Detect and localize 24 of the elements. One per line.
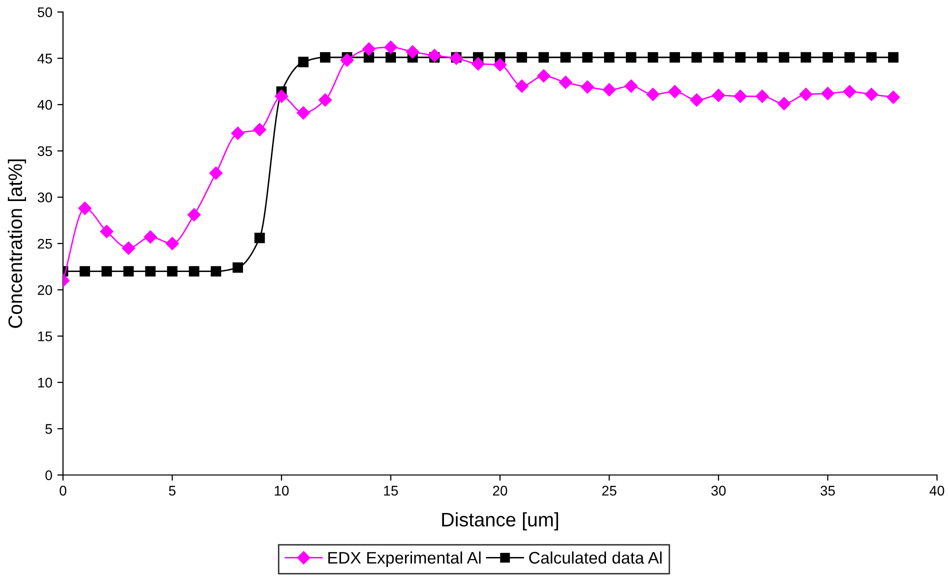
y-axis-title: Concentration [at%] xyxy=(8,159,26,328)
x-axis-title: Distance [um] xyxy=(442,512,558,530)
y-tick-label: 10 xyxy=(38,378,52,388)
y-tick-label: 50 xyxy=(38,7,52,18)
y-tick-label: 5 xyxy=(45,424,52,434)
x-tick-label: 0 xyxy=(60,486,66,496)
y-tick-label: 40 xyxy=(37,100,52,110)
y-tick-label: 30 xyxy=(38,192,52,202)
y-tick-label: 20 xyxy=(38,285,52,295)
y-tick-label: 45 xyxy=(37,54,52,64)
y-tick-label: 0 xyxy=(45,470,52,480)
y-tick-label: 25 xyxy=(38,238,52,249)
x-tick-label: 5 xyxy=(168,486,176,496)
x-tick-label: 10 xyxy=(274,486,289,496)
y-tick-label: 15 xyxy=(38,332,52,342)
legend-label: Calculated data Al xyxy=(529,551,662,564)
x-tick-label: 35 xyxy=(820,486,835,496)
x-tick-label: 25 xyxy=(602,486,616,496)
x-tick-label: 20 xyxy=(492,486,508,496)
y-tick-label: 35 xyxy=(38,146,52,156)
x-tick-label: 40 xyxy=(930,486,944,496)
legend-label: EDX Experimental Al xyxy=(328,551,481,567)
x-tick-label: 30 xyxy=(711,486,726,496)
x-tick-label: 15 xyxy=(384,486,398,496)
